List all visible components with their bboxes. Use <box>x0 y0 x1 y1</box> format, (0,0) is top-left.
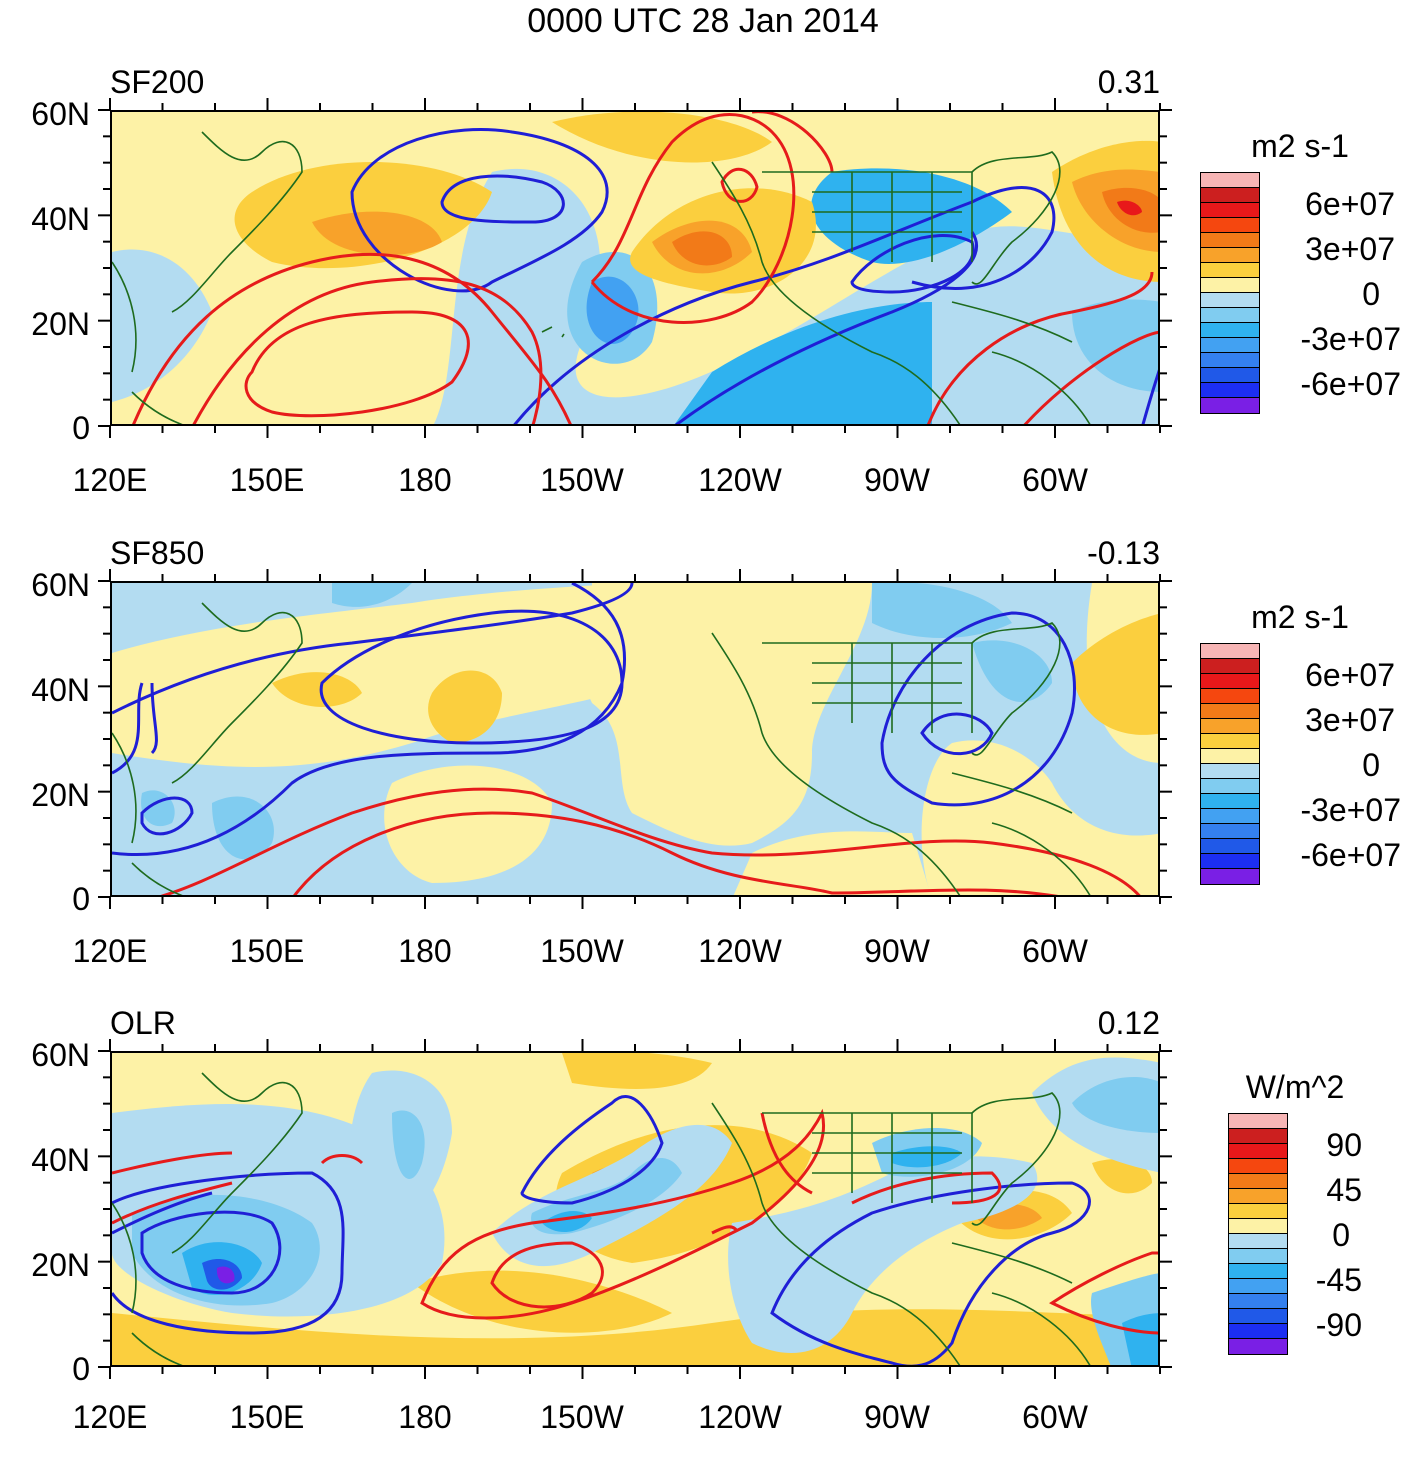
map-field-sf850 <box>112 583 1158 895</box>
colorbar-label: 3e+07 <box>1305 231 1395 267</box>
lat-label-60n: 60N <box>31 1037 90 1073</box>
map-olr <box>110 1051 1160 1367</box>
colorbar-label: 45 <box>1326 1172 1362 1208</box>
colorbar <box>1200 643 1260 885</box>
colorbar <box>1228 1113 1288 1355</box>
panel-sf850: SF850 -0.13 <box>0 531 1406 1001</box>
lon-label-120e: 120E <box>72 933 148 969</box>
lon-label-150w: 150W <box>540 933 624 969</box>
lat-label-eq: 0 <box>72 410 90 446</box>
lon-label-120w: 120W <box>698 462 782 498</box>
lon-label-60w: 60W <box>1022 1399 1088 1435</box>
colorbar-units: m2 s-1 <box>1251 128 1349 164</box>
axis-ticks <box>98 98 1172 1379</box>
colorbar-label: -3e+07 <box>1300 792 1401 828</box>
colorbar-label: 90 <box>1326 1127 1362 1163</box>
lon-label-180: 180 <box>398 933 452 969</box>
lon-label-60w: 60W <box>1022 462 1088 498</box>
lon-label-120e: 120E <box>72 1399 148 1435</box>
lat-label-20n: 20N <box>31 1247 90 1283</box>
lat-label-60n: 60N <box>31 567 90 603</box>
map-field-olr <box>112 1053 1158 1365</box>
lat-label-20n: 20N <box>31 306 90 342</box>
colorbar-label: 0 <box>1332 1217 1350 1253</box>
panel-correlation-value: 0.12 <box>1097 1005 1160 1041</box>
colorbar-label: -90 <box>1315 1307 1362 1343</box>
panel-correlation-value: 0.31 <box>1097 64 1160 100</box>
colorbar-label: 0 <box>1362 747 1380 783</box>
colorbar-label: -45 <box>1315 1262 1362 1298</box>
map-sf850 <box>110 581 1160 897</box>
lon-label-150e: 150E <box>229 1399 305 1435</box>
lon-label-90w: 90W <box>864 1399 930 1435</box>
lon-label-180: 180 <box>398 462 452 498</box>
map-field-sf200 <box>112 112 1158 424</box>
panel-sf200: SF200 0.31 <box>0 60 1406 530</box>
colorbar-label: 3e+07 <box>1305 702 1395 738</box>
figure-title: 0000 UTC 28 Jan 2014 <box>527 2 879 40</box>
lon-label-150w: 150W <box>540 1399 624 1435</box>
panel-label: SF850 <box>110 535 205 571</box>
lon-label-150w: 150W <box>540 462 624 498</box>
colorbar-label: 6e+07 <box>1305 657 1395 693</box>
lon-label-150e: 150E <box>229 462 305 498</box>
lat-label-eq: 0 <box>72 881 90 917</box>
colorbar-label: -3e+07 <box>1300 321 1401 357</box>
colorbar-label: 0 <box>1362 276 1380 312</box>
lat-label-60n: 60N <box>31 96 90 132</box>
lon-label-90w: 90W <box>864 462 930 498</box>
panel-correlation-value: -0.13 <box>1087 535 1160 571</box>
lon-label-120w: 120W <box>698 1399 782 1435</box>
lat-label-40n: 40N <box>31 201 90 237</box>
colorbar-label: -6e+07 <box>1300 837 1401 873</box>
panel-label: SF200 <box>110 64 205 100</box>
colorbar-units: W/m^2 <box>1245 1069 1345 1105</box>
lon-label-90w: 90W <box>864 933 930 969</box>
lon-label-120e: 120E <box>72 462 148 498</box>
lon-label-60w: 60W <box>1022 933 1088 969</box>
colorbar-units: m2 s-1 <box>1251 599 1349 635</box>
lat-label-eq: 0 <box>72 1351 90 1387</box>
colorbar-label: 6e+07 <box>1305 186 1395 222</box>
colorbar <box>1200 172 1260 414</box>
map-sf200 <box>110 110 1160 426</box>
lon-label-150e: 150E <box>229 933 305 969</box>
colorbar-label: -6e+07 <box>1300 366 1401 402</box>
panel-label: OLR <box>110 1005 176 1041</box>
lon-label-180: 180 <box>398 1399 452 1435</box>
lat-label-20n: 20N <box>31 777 90 813</box>
lon-label-120w: 120W <box>698 933 782 969</box>
lat-label-40n: 40N <box>31 1142 90 1178</box>
panel-olr: OLR 0.12 <box>0 1001 1406 1471</box>
lat-label-40n: 40N <box>31 672 90 708</box>
